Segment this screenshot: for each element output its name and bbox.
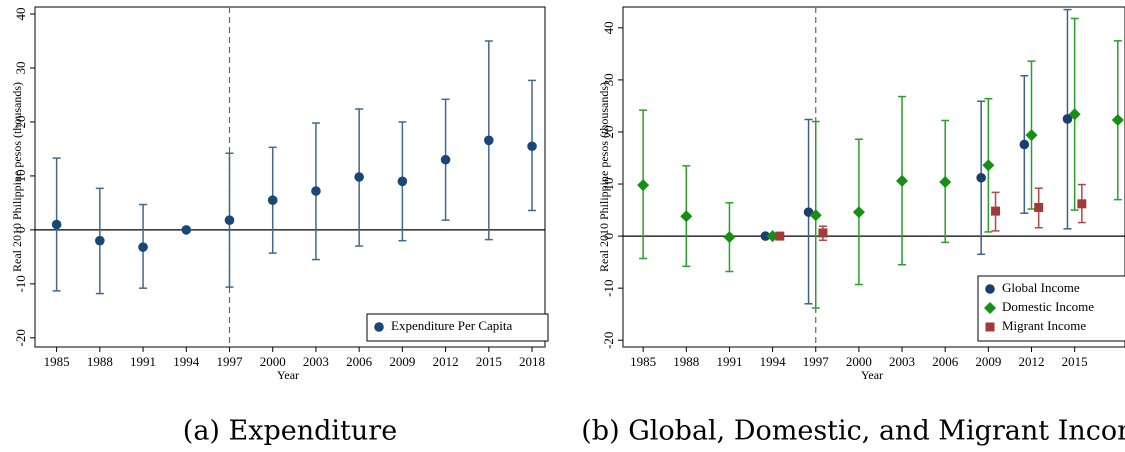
x-tick-label: 2006 [932, 354, 959, 369]
point [224, 215, 235, 225]
point [982, 159, 995, 172]
point [680, 210, 693, 223]
point [95, 235, 105, 246]
y-tick-label: 10 [13, 169, 28, 182]
point [51, 219, 62, 230]
point [1077, 199, 1087, 209]
x-tick-label: 2018 [519, 354, 545, 369]
point [809, 209, 822, 222]
x-tick-label: 1988 [673, 354, 699, 369]
y-tick-label: 0 [13, 227, 28, 234]
y-tick-label: 30 [601, 73, 616, 86]
x-tick-label: 1985 [44, 354, 70, 369]
x-axis-label: Year [861, 368, 883, 382]
point [852, 206, 865, 219]
legend-label: Global Income [1002, 280, 1080, 295]
point [354, 172, 364, 182]
point [1025, 129, 1038, 142]
y-tick-label: 10 [601, 178, 616, 191]
legend-box [366, 313, 549, 342]
point [1111, 113, 1124, 126]
point [939, 175, 952, 188]
legend-box [977, 275, 1125, 342]
y-tick-label: 40 [601, 21, 616, 34]
point [723, 231, 736, 244]
x-tick-label: 2012 [433, 354, 459, 369]
y-tick-label: 20 [13, 115, 28, 128]
x-tick-label: 2000 [846, 354, 872, 369]
point [991, 206, 1001, 216]
y-axis-label: Real 2010 Philippine pesos (thousands) [597, 82, 611, 272]
legend-marker [984, 302, 996, 314]
point [1019, 139, 1030, 150]
y-tick-label: 0 [601, 233, 616, 240]
x-tick-label: 1994 [173, 354, 200, 369]
y-tick-label: 30 [13, 61, 28, 74]
point [818, 228, 828, 238]
plot-frame [34, 6, 546, 348]
x-tick-label: 2009 [975, 354, 1001, 369]
point [267, 195, 278, 206]
x-tick-label: 2012 [1019, 354, 1045, 369]
y-axis-label: Real 2010 Philippine pesos (thousands) [10, 82, 24, 272]
x-tick-label: 2015 [476, 354, 502, 369]
point [527, 141, 537, 152]
x-tick-label: 1988 [87, 354, 113, 369]
chart: -20 -10 0 10 20 30 40 1985 1988 1991 1994 1997 2000 2… [10, 6, 549, 447]
point [1068, 108, 1081, 121]
legend-marker [985, 284, 995, 294]
x-tick-label: 2009 [389, 354, 415, 369]
y-tick-label: -20 [601, 332, 616, 349]
x-tick-label: 1997 [803, 354, 830, 369]
point [896, 174, 909, 187]
point [311, 186, 321, 196]
point [1062, 114, 1073, 124]
legend-marker [374, 322, 384, 332]
point [1034, 202, 1044, 212]
y-tick-label: -10 [13, 275, 28, 292]
y-tick-label: -10 [601, 279, 616, 296]
point [976, 172, 986, 183]
y-tick-label: 40 [13, 8, 28, 21]
x-tick-label: 2015 [1062, 354, 1088, 369]
x-tick-label: 2003 [889, 354, 915, 369]
x-tick-label: 1997 [216, 354, 243, 369]
x-tick-label: 2003 [303, 354, 329, 369]
chart: -20 -10 0 10 20 30 40 1985 1988 1991 1994 1997 2000 2… [581, 6, 1125, 447]
legend-label: Expenditure Per Capita [391, 318, 513, 333]
point [440, 154, 451, 165]
point [397, 176, 408, 187]
x-tick-label: 1985 [630, 354, 656, 369]
legend-marker [985, 322, 995, 332]
y-tick-label: -20 [13, 329, 28, 346]
point [181, 225, 192, 235]
point [637, 179, 650, 192]
x-tick-label: 2006 [346, 354, 373, 369]
x-tick-label: 1994 [760, 354, 787, 369]
plot-frame [622, 6, 1125, 348]
point [138, 242, 148, 252]
point [484, 135, 494, 146]
x-tick-label: 1991 [716, 354, 742, 369]
point [760, 231, 771, 241]
x-axis-label: Year [277, 368, 299, 382]
point [775, 231, 785, 241]
legend-label: Migrant Income [1002, 318, 1086, 333]
legend-label: Domestic Income [1002, 299, 1094, 314]
caption: (a) Expenditure [183, 416, 397, 447]
caption: (b) Global, Domestic, and Migrant Income [581, 416, 1125, 447]
x-tick-label: 2000 [260, 354, 286, 369]
y-tick-label: 20 [601, 125, 616, 138]
x-tick-label: 1991 [130, 354, 156, 369]
